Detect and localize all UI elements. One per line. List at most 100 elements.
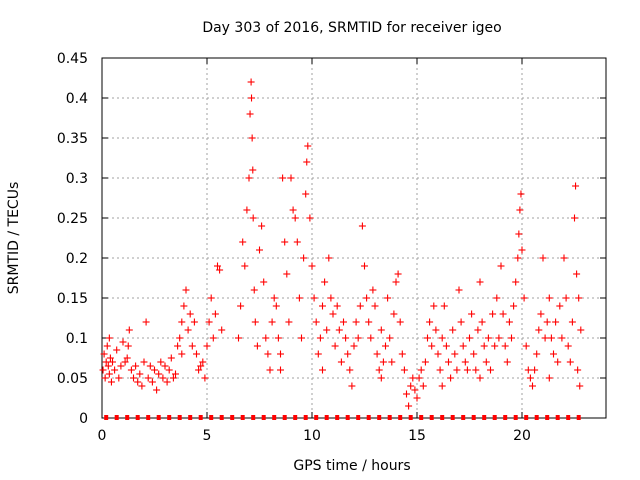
zero-marker bbox=[366, 415, 371, 420]
data-point bbox=[365, 318, 373, 326]
data-point bbox=[346, 366, 354, 374]
data-point bbox=[461, 358, 469, 366]
data-point bbox=[455, 286, 463, 294]
data-point bbox=[377, 374, 385, 382]
data-point bbox=[293, 238, 301, 246]
data-point bbox=[105, 334, 113, 342]
data-point bbox=[556, 302, 564, 310]
data-point bbox=[248, 94, 256, 102]
data-point bbox=[356, 302, 364, 310]
y-tick-label: 0.2 bbox=[66, 251, 88, 267]
data-point bbox=[501, 342, 509, 350]
zero-marker bbox=[251, 415, 256, 420]
data-point bbox=[358, 222, 366, 230]
zero-marker bbox=[398, 415, 403, 420]
zero-marker bbox=[209, 415, 214, 420]
data-point bbox=[438, 382, 446, 390]
data-point bbox=[134, 378, 142, 386]
x-tick-label: 15 bbox=[408, 428, 426, 444]
x-tick-label: 10 bbox=[303, 428, 321, 444]
data-point bbox=[560, 254, 568, 262]
data-point bbox=[151, 366, 158, 374]
zero-marker bbox=[387, 415, 392, 420]
data-point bbox=[310, 294, 318, 302]
data-point bbox=[211, 310, 219, 318]
data-point bbox=[153, 386, 161, 394]
data-point bbox=[574, 366, 582, 374]
data-point bbox=[554, 358, 562, 366]
data-point bbox=[520, 294, 528, 302]
data-point bbox=[379, 358, 387, 366]
zero-marker bbox=[408, 415, 413, 420]
data-point bbox=[99, 366, 107, 374]
data-point bbox=[407, 382, 415, 390]
data-point bbox=[497, 262, 505, 270]
data-point bbox=[218, 326, 226, 334]
data-point bbox=[487, 366, 494, 374]
data-point bbox=[277, 366, 284, 374]
data-point bbox=[249, 166, 257, 174]
x-tick-label: 5 bbox=[203, 428, 212, 444]
zero-marker bbox=[314, 415, 319, 420]
data-point bbox=[270, 294, 278, 302]
data-point bbox=[577, 326, 585, 334]
data-point bbox=[426, 318, 434, 326]
data-point bbox=[375, 366, 383, 374]
data-point bbox=[543, 318, 551, 326]
data-point bbox=[354, 334, 362, 342]
data-point bbox=[266, 366, 274, 374]
grid bbox=[102, 58, 606, 418]
data-point bbox=[575, 294, 583, 302]
data-points bbox=[99, 78, 585, 420]
data-point bbox=[382, 342, 389, 350]
data-point bbox=[203, 342, 211, 350]
data-point bbox=[474, 326, 482, 334]
data-point bbox=[325, 254, 333, 262]
zero-marker bbox=[471, 415, 476, 420]
data-point bbox=[335, 326, 343, 334]
x-tick-label: 0 bbox=[98, 428, 107, 444]
data-point bbox=[377, 326, 385, 334]
data-point bbox=[314, 350, 322, 358]
data-point bbox=[392, 278, 400, 286]
data-point bbox=[316, 334, 324, 342]
data-point bbox=[367, 334, 375, 342]
data-point bbox=[400, 366, 408, 374]
data-point bbox=[142, 318, 150, 326]
data-point bbox=[409, 374, 417, 382]
zero-marker bbox=[545, 415, 550, 420]
data-point bbox=[522, 342, 530, 350]
data-point bbox=[405, 402, 413, 410]
data-point bbox=[476, 374, 484, 382]
data-point bbox=[463, 366, 471, 374]
zero-marker bbox=[555, 415, 560, 420]
data-point bbox=[331, 342, 339, 350]
data-point bbox=[109, 358, 116, 366]
data-point bbox=[428, 342, 436, 350]
zero-marker bbox=[566, 415, 571, 420]
data-point bbox=[247, 78, 255, 86]
data-point bbox=[308, 262, 316, 270]
data-point bbox=[436, 366, 444, 374]
zero-marker bbox=[534, 415, 539, 420]
data-point bbox=[130, 374, 137, 382]
data-point bbox=[312, 318, 320, 326]
data-point bbox=[512, 278, 520, 286]
data-point bbox=[182, 286, 190, 294]
data-point bbox=[241, 262, 249, 270]
data-point bbox=[123, 354, 131, 362]
data-point bbox=[432, 326, 440, 334]
data-point bbox=[484, 334, 492, 342]
data-point bbox=[235, 334, 242, 342]
data-point bbox=[176, 334, 184, 342]
data-point bbox=[163, 378, 171, 386]
zero-marker bbox=[198, 415, 203, 420]
data-point bbox=[140, 358, 148, 366]
data-point bbox=[193, 350, 200, 358]
data-point bbox=[243, 206, 251, 214]
x-tick-label: 20 bbox=[513, 428, 531, 444]
data-point bbox=[518, 246, 526, 254]
data-point bbox=[499, 310, 507, 318]
data-point bbox=[568, 318, 576, 326]
data-point bbox=[100, 350, 108, 358]
